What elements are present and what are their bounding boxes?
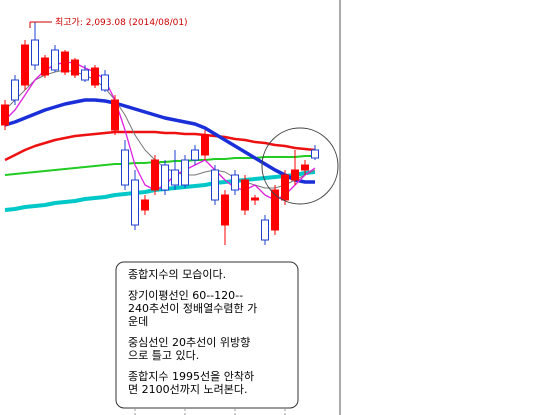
candle-body xyxy=(11,79,19,101)
candle-body xyxy=(21,44,29,86)
annotation-text: 최고가: 2,093.08 (2014/08/01) xyxy=(55,17,188,28)
ma-line xyxy=(4,130,316,162)
candle-body xyxy=(141,199,149,211)
note-line: 운데 xyxy=(128,315,148,328)
candle-body xyxy=(311,149,319,159)
candle-body xyxy=(161,164,169,191)
note-box xyxy=(115,261,299,409)
candle-body xyxy=(101,74,109,91)
candle-body xyxy=(251,197,259,201)
candle-body xyxy=(271,189,279,231)
note-line: 면 2100선까지 노려본다. xyxy=(128,383,247,396)
candle-body xyxy=(41,57,49,76)
candle-body xyxy=(151,159,159,191)
candle-body xyxy=(291,169,299,181)
candle-body xyxy=(1,104,9,126)
candle-body xyxy=(111,99,119,131)
note-line: 종합지수 1995선을 안착하 xyxy=(128,369,254,383)
candle-body xyxy=(201,134,209,156)
candle-body xyxy=(221,194,229,226)
candle-body xyxy=(301,164,309,171)
annotation: 최고가: 2,093.08 (2014/08/01) xyxy=(29,17,188,28)
ma-line xyxy=(4,170,316,212)
marks xyxy=(1,22,319,245)
candle-body xyxy=(31,39,39,66)
candle-body xyxy=(91,67,99,86)
ma-line xyxy=(4,98,315,184)
candle-body xyxy=(181,159,189,186)
candle-body xyxy=(211,169,219,201)
candle-body xyxy=(61,51,69,73)
note-line: 종합지수의 모습이다. xyxy=(128,268,226,281)
candle-body xyxy=(131,179,139,226)
candle-body xyxy=(281,174,289,201)
candle-body xyxy=(241,179,249,211)
candle-body xyxy=(121,149,129,186)
ma-line xyxy=(4,69,316,189)
candle-body xyxy=(51,49,59,71)
candle-body xyxy=(261,219,269,241)
candle-body xyxy=(191,149,199,161)
candle-body xyxy=(71,59,79,76)
note-line: 으로 틀고 있다. xyxy=(128,349,199,362)
note: 종합지수의 모습이다. 장기이평선인 60--120--240추선이 정배열수렴한… xyxy=(128,268,257,396)
candle-body xyxy=(81,69,89,81)
candle-body xyxy=(171,169,179,186)
highlight-circle xyxy=(261,127,339,205)
candle-body xyxy=(231,174,239,191)
note-line: 장기이평선인 60--120-- xyxy=(128,289,243,302)
note-line: 중심선인 20추선이 위방향 xyxy=(128,336,250,349)
note-line: 240추선이 정배열수렴한 가 xyxy=(128,302,257,315)
